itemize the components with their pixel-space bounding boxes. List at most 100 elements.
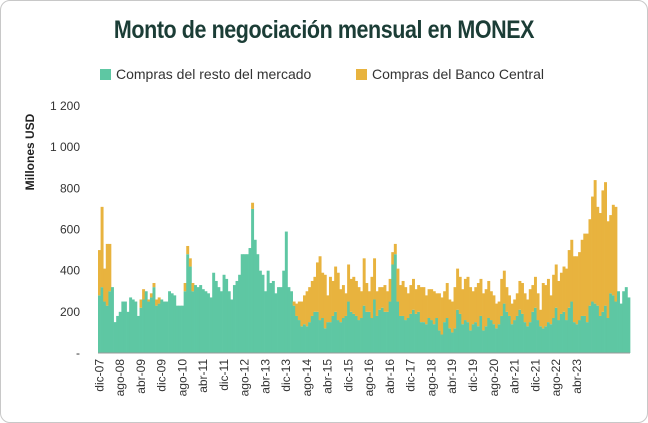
x-axis: dic-07 ago-08 abr-09 dic-09 ago-10 abr-11 dic-… [92, 352, 630, 397]
x-tick-label: abr-09 [134, 359, 148, 394]
bar-market [243, 254, 247, 353]
bar-market [354, 315, 358, 353]
bar-market [183, 291, 187, 353]
x-tick-label: dic-21 [528, 359, 542, 392]
bar-market [165, 301, 169, 353]
bar-central-bank [611, 204, 615, 296]
bar-market [585, 322, 589, 354]
bar-market [175, 305, 179, 353]
bar-market [391, 264, 395, 353]
bar-market [103, 301, 107, 353]
bar-market [378, 309, 382, 353]
bar-central-bank [606, 221, 610, 319]
bar-market [219, 291, 223, 353]
bar-market [310, 315, 314, 353]
bar-market [380, 307, 384, 353]
x-tick-label: dic-09 [155, 359, 169, 392]
bar-central-bank [357, 287, 361, 321]
bar-market [523, 322, 527, 354]
bar-market [131, 299, 135, 353]
bar-central-bank [609, 215, 613, 294]
bar-market [344, 315, 348, 353]
bar-market [139, 307, 143, 353]
bar-market [168, 291, 172, 353]
x-tick-label: abr-16 [383, 359, 397, 394]
bar-central-bank [536, 293, 540, 321]
bar-market [136, 315, 140, 353]
x-tick-label: abr-13 [258, 359, 272, 394]
bar-market [266, 270, 270, 353]
bar-central-bank [367, 291, 371, 312]
bar-market [479, 315, 483, 353]
bar-market [427, 318, 431, 353]
bar-market [456, 309, 460, 353]
legend-swatch-market [100, 69, 111, 80]
bar-central-bank [466, 276, 470, 323]
bar-market [476, 326, 480, 353]
bar-central-bank [108, 243, 112, 292]
bar-market [469, 330, 473, 353]
bar-market [518, 309, 522, 353]
bar-market [295, 315, 299, 353]
bar-market [492, 324, 496, 353]
bar-market [404, 320, 408, 353]
bar-market [129, 297, 133, 353]
bar-central-bank [424, 295, 428, 325]
bar-central-bank [315, 262, 319, 312]
bar-market [578, 320, 582, 353]
bar-market [536, 320, 540, 353]
bar-central-bank [591, 196, 595, 302]
legend-item-central-bank: Compras del Banco Central [356, 66, 544, 84]
bar-market [627, 297, 631, 353]
bar-central-bank [417, 285, 421, 312]
bar-market [557, 320, 561, 353]
bar-central-bank [295, 303, 299, 316]
bar-market [546, 322, 550, 354]
bar-market [279, 287, 283, 353]
bar-central-bank [554, 264, 558, 308]
bar-market [567, 307, 571, 353]
bar-market [500, 315, 504, 353]
bar-central-bank [396, 268, 400, 302]
bar-market [399, 315, 402, 353]
bar-central-bank [528, 289, 532, 323]
bar-central-bank [391, 252, 395, 265]
bar-market [201, 289, 205, 353]
bar-market [531, 311, 535, 353]
bar-market [155, 305, 159, 353]
bar-central-bank [508, 295, 511, 316]
bar-central-bank [383, 285, 387, 312]
bar-market [287, 287, 291, 353]
x-tick-label: ago-10 [175, 359, 189, 397]
bar-market [186, 254, 190, 353]
bar-central-bank [484, 289, 488, 327]
x-tick-label: dic-15 [341, 359, 355, 392]
bar-market [393, 254, 397, 353]
bar-central-bank [521, 283, 524, 314]
y-axis: - 200 400 600 800 1 000 1 200 [50, 99, 80, 360]
bar-central-bank [598, 213, 602, 316]
bar-market [526, 326, 530, 353]
bar-central-bank [365, 283, 369, 312]
bar-central-bank [482, 293, 486, 331]
bar-market [502, 303, 506, 353]
bar-central-bank [432, 291, 436, 325]
bar-market [458, 313, 462, 353]
bar-market [339, 322, 343, 354]
bar-market [432, 324, 436, 353]
bar-market [570, 301, 574, 353]
bar-market [277, 287, 281, 353]
bar-central-bank [378, 287, 382, 310]
bar-market [173, 295, 177, 353]
x-tick-label: dic-17 [404, 359, 418, 392]
bar-market [123, 301, 127, 353]
bar-central-bank [443, 291, 447, 323]
bar-market [575, 324, 579, 353]
bar-central-bank [510, 303, 514, 325]
x-tick-label: abr-21 [508, 359, 522, 394]
bar-market [521, 313, 524, 353]
y-tick-label: 400 [60, 264, 80, 278]
bar-market [207, 293, 210, 353]
bar-market [453, 328, 457, 353]
